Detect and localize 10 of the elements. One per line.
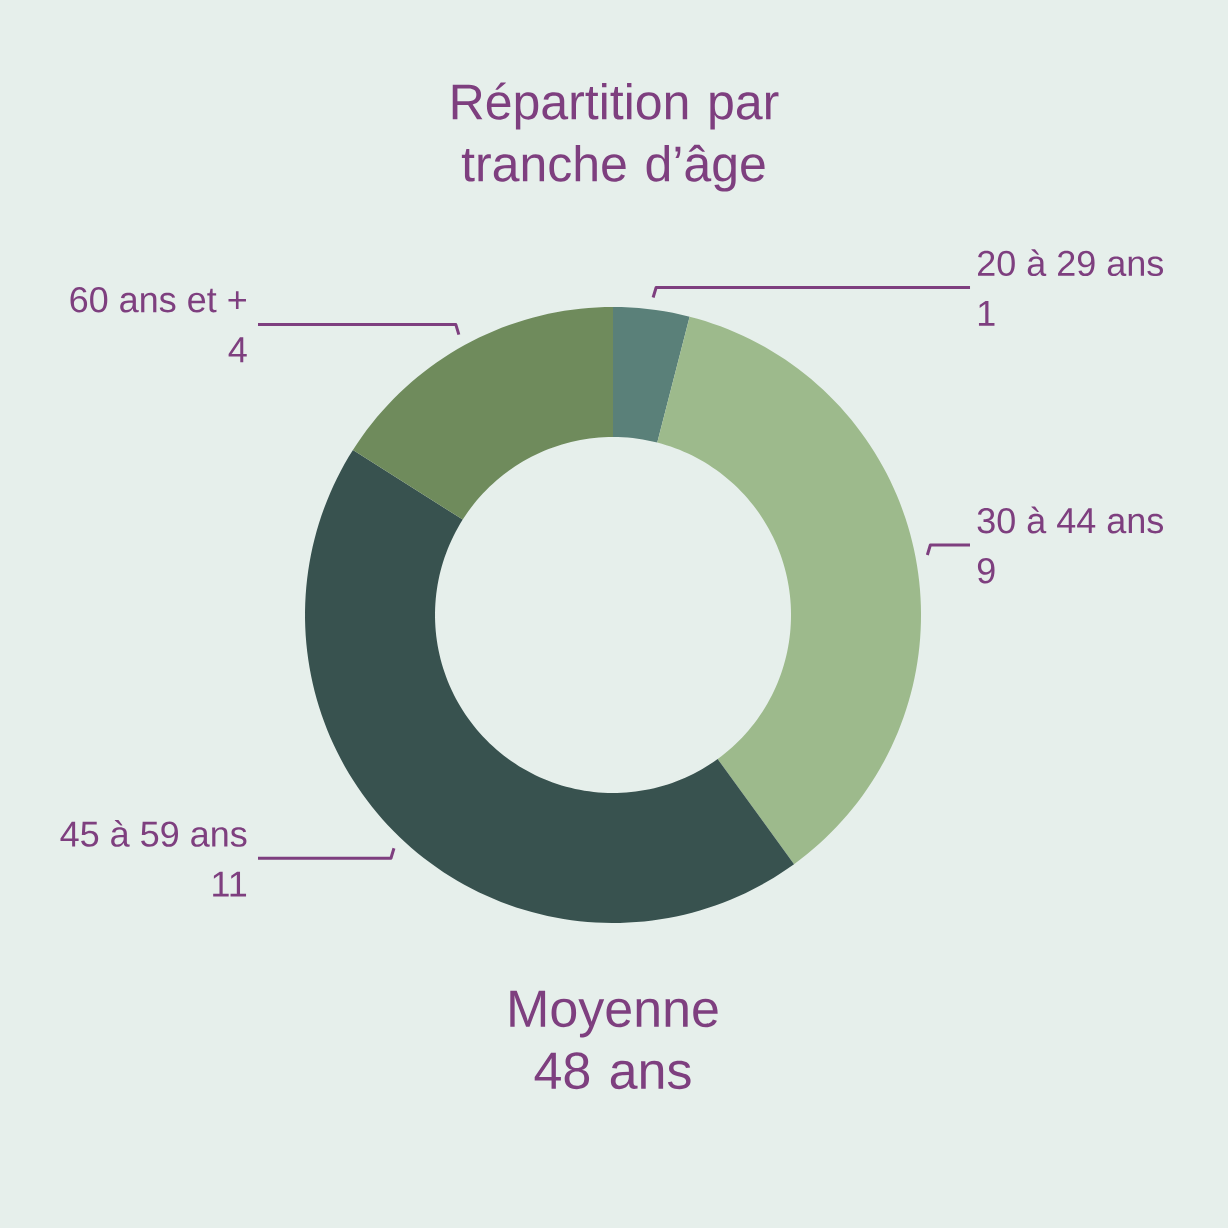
- slice-label: 60 ans et +: [70, 287, 246, 313]
- slice-label: 20 à 29 ans: [978, 249, 1164, 277]
- data-label: 4: [228, 337, 247, 363]
- slice-label: 30 à 44 ans: [977, 506, 1164, 534]
- text: Moyenne 48 ans: [510, 990, 718, 1090]
- data-label: 11: [213, 871, 247, 897]
- data-label: 1: [978, 300, 995, 326]
- chart-title: Répartition par tranche d’âge: [452, 82, 779, 192]
- slice-label: 45 à 59 ans: [60, 820, 247, 847]
- data-label: 9: [977, 557, 995, 584]
